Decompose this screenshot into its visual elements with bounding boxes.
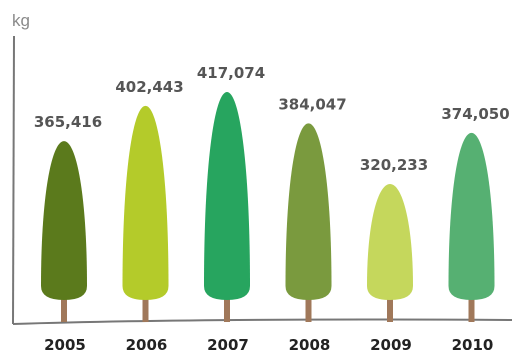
x-tick-label-2009: 2009 bbox=[370, 336, 412, 354]
value-label-2008: 384,047 bbox=[278, 95, 346, 113]
value-label-2006: 402,443 bbox=[115, 78, 183, 96]
x-tick-label-2006: 2006 bbox=[126, 336, 168, 354]
tree-bar-2006 bbox=[122, 105, 169, 300]
value-label-2005: 365,416 bbox=[34, 113, 102, 131]
x-tick-label-2005: 2005 bbox=[44, 336, 86, 354]
tree-bar-2007 bbox=[204, 92, 250, 300]
tree-bar-2009 bbox=[367, 184, 413, 300]
tree-trunk-2005 bbox=[61, 296, 67, 322]
tree-bar-2008 bbox=[285, 123, 332, 300]
tree-bar-2010 bbox=[448, 132, 495, 300]
value-label-2007: 417,074 bbox=[197, 64, 265, 82]
y-axis-unit-label: kg bbox=[12, 11, 30, 30]
y-axis-line bbox=[12, 35, 15, 325]
tree-trunk-2009 bbox=[387, 296, 393, 322]
x-axis-line bbox=[12, 318, 513, 325]
tree-trunk-2010 bbox=[468, 296, 475, 322]
value-label-2009: 320,233 bbox=[360, 156, 428, 174]
value-label-2010: 374,050 bbox=[441, 105, 509, 123]
x-tick-label-2010: 2010 bbox=[452, 336, 494, 354]
tree-bar-2005 bbox=[41, 141, 87, 300]
x-tick-label-2007: 2007 bbox=[207, 336, 249, 354]
chart-marks: 365,416 2005 402,443 2006 417,074 2007 384,047… bbox=[34, 64, 510, 354]
tree-trunk-2006 bbox=[142, 296, 149, 322]
x-tick-label-2008: 2008 bbox=[289, 336, 331, 354]
tree-trunk-2007 bbox=[224, 296, 230, 322]
tree-trunk-2008 bbox=[305, 296, 312, 322]
